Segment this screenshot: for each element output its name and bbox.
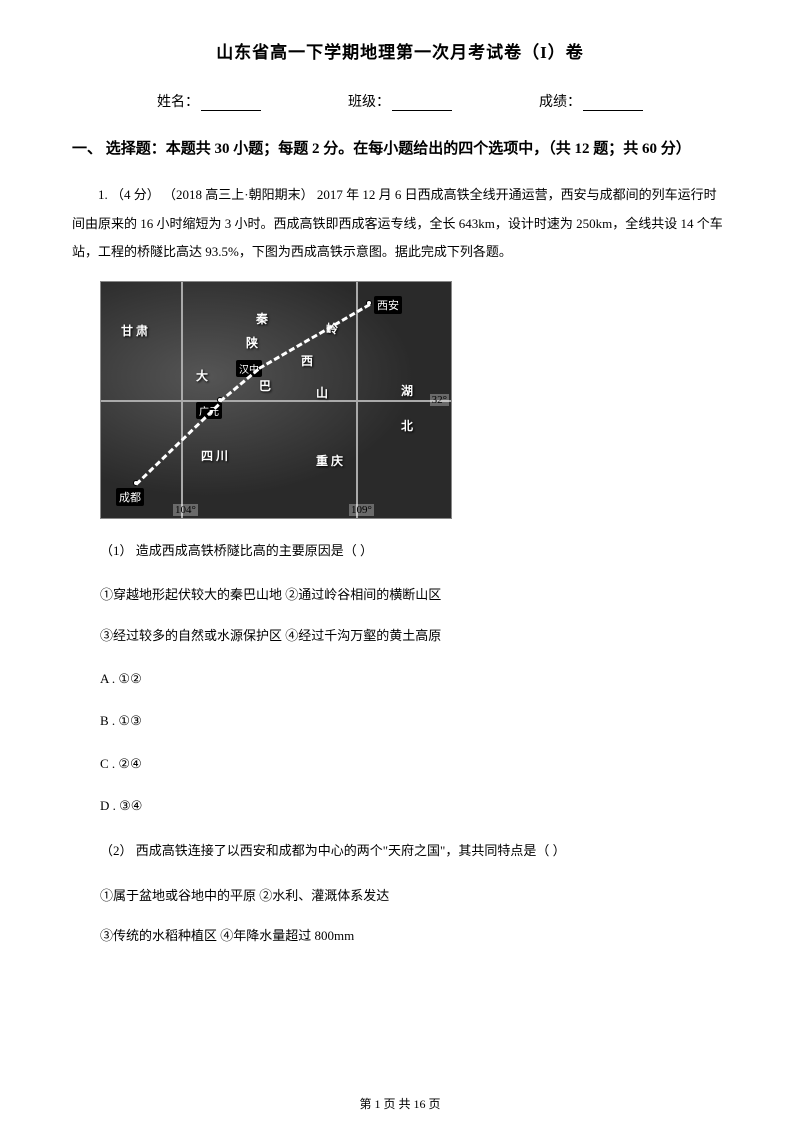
map-city-xian: 西安 (374, 296, 402, 314)
option-1d: D . ③④ (100, 792, 728, 821)
option-1c: C . ②④ (100, 750, 728, 779)
map-coord-109: 109° (349, 504, 374, 516)
statement-1-2: ③经过较多的自然或水源保护区 ④经过千沟万壑的黄土高原 (100, 622, 728, 651)
name-label: 姓名： (157, 91, 199, 111)
map-label-sichuan: 四 川 (201, 447, 228, 464)
map-label-chongqing: 重 庆 (316, 452, 343, 469)
statement-2-2: ③传统的水稻种植区 ④年降水量超过 800mm (100, 922, 728, 951)
sub-question-1: （1） 造成西成高铁桥隧比高的主要原因是（ ） (100, 537, 728, 566)
statement-1-1: ①穿越地形起伏较大的秦巴山地 ②通过岭谷相间的横断山区 (100, 581, 728, 610)
map-coord-104: 104° (173, 504, 198, 516)
exam-title: 山东省高一下学期地理第一次月考试卷（I）卷 (72, 38, 728, 63)
map-label-da: 大 (196, 367, 208, 384)
page-footer: 第 1 页 共 16 页 (0, 1095, 800, 1112)
map-label-gansu: 甘 肃 (121, 322, 148, 339)
map-label-shaanxi: 陕 (246, 334, 258, 351)
map-figure: 甘 肃 秦 陕 岭 大 西 巴 山 湖 北 四 川 重 庆 西安 汉中 广元 成… (100, 281, 452, 519)
student-info-row: 姓名： 班级： 成绩： (72, 91, 728, 111)
map-city-chengdu: 成都 (116, 488, 144, 506)
option-1b: B . ①③ (100, 707, 728, 736)
statement-2-1: ①属于盆地或谷地中的平原 ②水利、灌溉体系发达 (100, 882, 728, 911)
section-heading: 一、 选择题：本题共 30 小题；每题 2 分。在每小题给出的四个选项中，（共 … (72, 137, 728, 161)
map-label-qin: 秦 (256, 310, 268, 327)
sub-question-2: （2） 西成高铁连接了以西安和成都为中心的两个"天府之国"，其共同特点是（ ） (100, 837, 728, 866)
option-1a: A . ①② (100, 665, 728, 694)
name-field[interactable] (201, 95, 261, 111)
class-field[interactable] (392, 95, 452, 111)
class-label: 班级： (348, 91, 390, 111)
map-label-bei: 北 (401, 417, 413, 434)
map-label-shan: 山 (316, 384, 328, 401)
score-label: 成绩： (539, 91, 581, 111)
score-field[interactable] (583, 95, 643, 111)
map-coord-32: 32° (430, 394, 449, 406)
map-label-ba: 巴 (259, 377, 271, 394)
map-label-xi: 西 (301, 352, 313, 369)
map-label-hubei: 湖 (401, 382, 413, 399)
question-1-intro: 1. （4 分） （2018 高三上·朝阳期末） 2017 年 12 月 6 日… (72, 181, 728, 267)
